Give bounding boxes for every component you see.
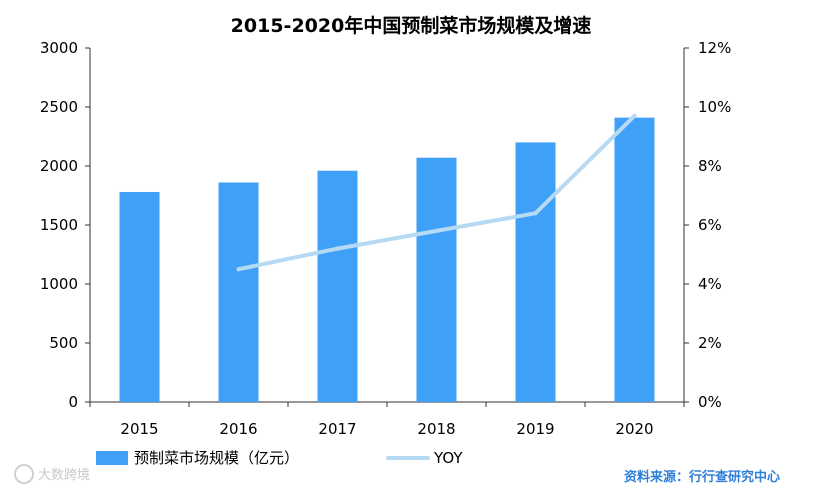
legend-bar-label: 预制菜市场规模（亿元） [134,449,299,467]
x-tick-label: 2016 [219,420,257,438]
y-left-tick-label: 1000 [40,275,78,293]
chart-title: 2015-2020年中国预制菜市场规模及增速 [231,14,592,37]
x-tick-label: 2018 [417,420,455,438]
y-left-tick-label: 500 [49,334,78,352]
y-left-tick-label: 0 [68,393,78,411]
x-tick-label: 2019 [516,420,554,438]
yoy-point-2016 [236,267,241,272]
bar-2019 [515,142,556,402]
yoy-point-2020 [632,113,637,118]
y-right-tick-label: 8% [698,157,722,175]
y-right-tick-label: 4% [698,275,722,293]
yoy-line-group [236,113,637,272]
y-right-tick-label: 0% [698,393,722,411]
y-right-tick-label: 10% [698,98,731,116]
watermark-text: 大数跨境 [38,468,90,483]
legend-bar-swatch [96,451,128,465]
watermark: 大数跨境 [14,464,90,484]
y-left-tick-label: 2500 [40,98,78,116]
bar-2016 [218,182,259,402]
y-left-tick-label: 1500 [40,216,78,234]
y-right-tick-label: 6% [698,216,722,234]
x-tick-label: 2015 [120,420,158,438]
bar-2015 [119,191,160,402]
legend: 预制菜市场规模（亿元） YOY [96,449,463,467]
legend-line-label: YOY [433,449,463,467]
bars [119,117,655,403]
x-tick-label: 2017 [318,420,356,438]
yoy-point-2019 [533,211,538,216]
bar-2017 [317,170,358,402]
axes: 0 500 1000 1500 2000 2500 3000 0% 2% 4% 6% 8% 10% 12%… [40,39,732,438]
y-left-tick-label: 2000 [40,157,78,175]
bar-2020 [614,117,655,403]
yoy-point-2017 [335,246,340,251]
x-tick-label: 2020 [615,420,653,438]
y-right-tick-label: 12% [698,39,731,57]
y-right-tick-label: 2% [698,334,722,352]
y-left-tick-label: 3000 [40,39,78,57]
source-note: 资料来源：行行查研究中心 [624,469,780,485]
bar-2018 [416,157,457,402]
yoy-point-2018 [434,228,439,233]
